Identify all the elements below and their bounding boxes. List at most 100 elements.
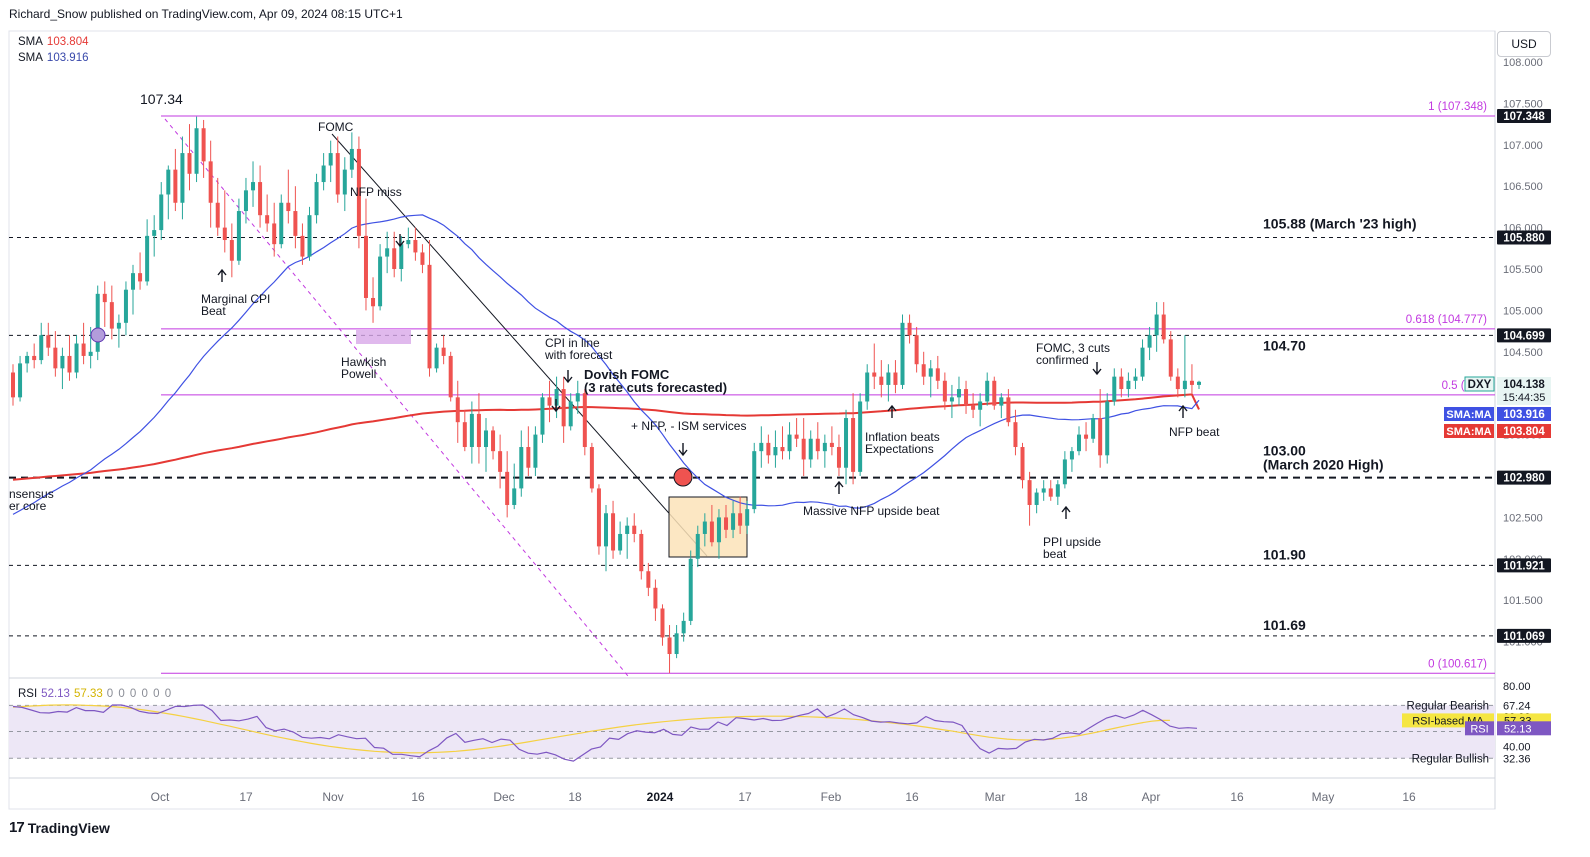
candle[interactable] — [321, 153, 326, 191]
candle[interactable] — [575, 380, 580, 414]
candle[interactable] — [420, 244, 425, 274]
candle[interactable] — [667, 625, 672, 674]
candle[interactable] — [208, 140, 213, 228]
candle[interactable] — [1161, 302, 1166, 344]
candle[interactable] — [526, 426, 531, 476]
fib-trend-line[interactable] — [164, 118, 629, 677]
sma-red-legend[interactable]: SMA 103.804 — [18, 34, 89, 50]
candle[interactable] — [222, 190, 227, 253]
candle[interactable] — [441, 335, 446, 365]
candle[interactable] — [11, 364, 15, 406]
candle[interactable] — [604, 504, 608, 572]
candle[interactable] — [971, 393, 976, 419]
candle[interactable] — [371, 277, 376, 323]
candle[interactable] — [1168, 331, 1173, 381]
candle[interactable] — [879, 360, 884, 398]
candle[interactable] — [1055, 480, 1060, 505]
candle[interactable] — [102, 281, 107, 327]
candle[interactable] — [413, 227, 418, 261]
candle[interactable] — [180, 136, 185, 220]
candle[interactable] — [942, 372, 947, 410]
candle[interactable] — [709, 504, 714, 547]
candle[interactable] — [427, 240, 432, 377]
candle[interactable] — [978, 393, 983, 427]
candle[interactable] — [448, 351, 453, 402]
level-tag[interactable]: 105.880 — [1497, 230, 1551, 245]
fib-100-tag[interactable]: 107.348 — [1497, 108, 1551, 123]
candle[interactable] — [286, 169, 291, 224]
candle[interactable] — [95, 285, 100, 361]
candle[interactable] — [109, 285, 114, 340]
currency-button[interactable]: USD — [1497, 31, 1551, 57]
candle[interactable] — [921, 351, 926, 385]
candle[interactable] — [67, 335, 72, 381]
candle[interactable] — [356, 136, 361, 249]
candle[interactable] — [272, 202, 277, 257]
candle[interactable] — [1048, 480, 1053, 501]
candle[interactable] — [1041, 480, 1046, 501]
candle[interactable] — [236, 198, 241, 265]
candle[interactable] — [166, 165, 171, 220]
candle[interactable] — [844, 409, 849, 485]
candle[interactable] — [1154, 302, 1159, 352]
candle[interactable] — [1069, 447, 1074, 472]
candle[interactable] — [1133, 368, 1138, 390]
candle[interactable] — [900, 314, 905, 390]
candle[interactable] — [455, 380, 460, 443]
rsi-ma-line[interactable] — [12, 704, 1170, 754]
candle[interactable] — [794, 418, 799, 448]
level-tag[interactable]: 104.699 — [1497, 328, 1551, 343]
candle[interactable] — [279, 194, 284, 249]
candle[interactable] — [801, 418, 806, 476]
candle[interactable] — [1126, 372, 1131, 398]
candle[interactable] — [159, 182, 164, 241]
candle[interactable] — [716, 509, 721, 559]
candle[interactable] — [491, 426, 496, 460]
candle[interactable] — [314, 173, 319, 224]
candle[interactable] — [385, 231, 390, 274]
candle[interactable] — [1006, 389, 1011, 427]
candle[interactable] — [406, 227, 411, 249]
candle[interactable] — [865, 364, 870, 410]
candle[interactable] — [194, 116, 199, 183]
candle[interactable] — [1197, 380, 1201, 390]
candle[interactable] — [632, 513, 637, 543]
candle[interactable] — [540, 393, 545, 443]
candle[interactable] — [1147, 326, 1152, 361]
candle[interactable] — [639, 529, 644, 580]
candle[interactable] — [145, 219, 150, 286]
candle[interactable] — [949, 384, 954, 419]
candle[interactable] — [914, 326, 919, 373]
candle[interactable] — [893, 360, 898, 394]
candle[interactable] — [589, 442, 594, 493]
candle[interactable] — [808, 430, 813, 468]
candle[interactable] — [1182, 335, 1187, 398]
candle[interactable] — [533, 426, 538, 476]
candle[interactable] — [688, 550, 693, 626]
candle[interactable] — [964, 380, 969, 414]
candle[interactable] — [293, 186, 298, 249]
red-dot-marker[interactable] — [673, 467, 693, 487]
candle[interactable] — [251, 161, 256, 207]
candle[interactable] — [392, 231, 397, 278]
candle[interactable] — [653, 579, 658, 621]
candle[interactable] — [1098, 389, 1103, 468]
candle[interactable] — [992, 376, 997, 410]
candle[interactable] — [1091, 413, 1096, 443]
candle[interactable] — [611, 500, 616, 559]
downtrend-line[interactable] — [331, 133, 708, 557]
candle[interactable] — [512, 463, 517, 510]
consolidation-box[interactable] — [668, 496, 748, 558]
candle[interactable] — [829, 426, 834, 456]
candle[interactable] — [1105, 393, 1110, 464]
candle[interactable] — [1062, 451, 1067, 489]
candle[interactable] — [780, 426, 785, 460]
candle[interactable] — [1175, 368, 1180, 398]
candle[interactable] — [766, 434, 771, 464]
candle[interactable] — [695, 525, 700, 568]
candle[interactable] — [738, 496, 743, 534]
candle[interactable] — [173, 148, 178, 212]
candle[interactable] — [187, 124, 192, 191]
candle[interactable] — [836, 434, 841, 476]
